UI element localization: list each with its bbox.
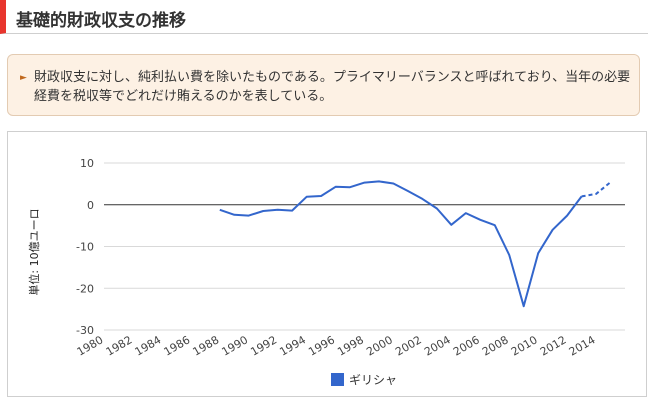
y-tick-label: 10: [80, 157, 94, 170]
x-tick-label: 1992: [248, 333, 279, 358]
section-header: 基礎的財政収支の推移: [0, 0, 648, 34]
chevron-right-icon: ►: [20, 73, 27, 83]
x-tick-label: 1982: [104, 333, 135, 358]
x-tick-label: 2012: [538, 333, 569, 358]
x-tick-label: 1990: [219, 333, 250, 358]
x-tick-label: 1980: [75, 333, 106, 358]
x-tick-label: 1998: [335, 333, 366, 358]
series-line: [219, 180, 583, 308]
x-tick-label: 2014: [567, 333, 598, 358]
page-title: 基礎的財政収支の推移: [16, 11, 186, 31]
y-tick-label: 0: [87, 199, 94, 212]
x-tick-label: 2004: [422, 333, 453, 358]
forecast-line: [581, 181, 612, 198]
x-tick-label: 2002: [393, 333, 424, 358]
y-tick-label: -10: [76, 241, 94, 254]
x-tick-label: 1986: [162, 333, 193, 358]
x-tick-label: 2006: [451, 333, 482, 358]
x-tick-label: 1996: [306, 333, 337, 358]
x-tick-label: 1988: [191, 333, 222, 358]
y-axis-label: 単位: 10億ユーロ: [27, 208, 41, 295]
x-tick-label: 2000: [364, 333, 395, 358]
description-text: 財政収支に対し、純利払い費を除いたものである。プライマリーバランスと呼ばれており…: [34, 70, 631, 104]
description-box: ► 財政収支に対し、純利払い費を除いたものである。プライマリーバランスと呼ばれて…: [7, 54, 640, 116]
x-tick-label: 2010: [509, 333, 540, 358]
primary-balance-chart: 10 0 -10 -20 -301980198219841986198819901992…: [27, 157, 625, 387]
y-tick-label: -30: [76, 324, 94, 337]
y-tick-label: -20: [76, 282, 94, 295]
x-tick-label: 1994: [277, 333, 308, 358]
x-tick-label: 1984: [133, 333, 164, 358]
chart-frame: 10 0 -10 -20 -30 1980 1982 1984 1986 1988 1990 1992…: [7, 131, 647, 397]
legend-label: ギリシャ: [349, 373, 397, 387]
legend-swatch: [331, 373, 344, 386]
x-tick-label: 2008: [480, 333, 511, 358]
